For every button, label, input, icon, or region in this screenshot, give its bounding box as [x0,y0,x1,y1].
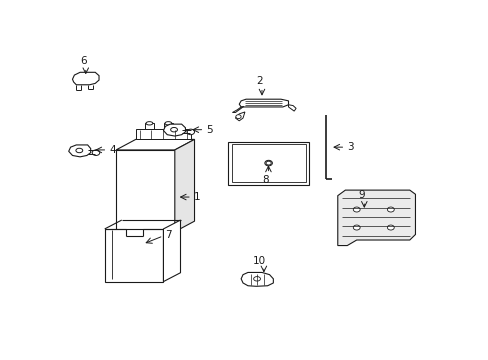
Ellipse shape [265,161,271,165]
Polygon shape [337,190,415,246]
Polygon shape [116,139,194,150]
Polygon shape [288,105,296,111]
Circle shape [92,150,100,156]
Text: 6: 6 [80,56,86,66]
Polygon shape [241,273,273,286]
Polygon shape [235,112,244,121]
Polygon shape [68,145,90,157]
Ellipse shape [146,122,153,125]
Ellipse shape [170,127,177,132]
Polygon shape [239,99,288,107]
Ellipse shape [164,122,171,125]
Circle shape [235,115,241,118]
Polygon shape [72,72,99,85]
Bar [145,123,153,129]
Circle shape [353,207,359,212]
Circle shape [353,225,359,230]
Circle shape [386,207,393,212]
Polygon shape [175,139,194,232]
Text: 8: 8 [262,175,268,185]
Text: 7: 7 [165,230,172,240]
Ellipse shape [76,148,82,153]
Ellipse shape [253,276,260,281]
Text: 5: 5 [206,125,212,135]
Text: 1: 1 [193,192,200,202]
Text: 2: 2 [256,76,262,86]
Polygon shape [163,220,180,282]
Bar [164,123,172,129]
Bar [227,141,309,185]
Polygon shape [163,124,185,136]
Polygon shape [232,107,244,112]
Circle shape [386,225,393,230]
Text: 10: 10 [252,256,265,266]
Text: 3: 3 [346,142,353,152]
Text: 4: 4 [109,145,116,155]
Circle shape [264,160,272,166]
Bar [136,129,190,139]
Bar [116,150,175,232]
Text: 9: 9 [358,190,364,200]
Circle shape [186,129,194,135]
Bar [231,144,305,182]
Bar [104,229,163,282]
